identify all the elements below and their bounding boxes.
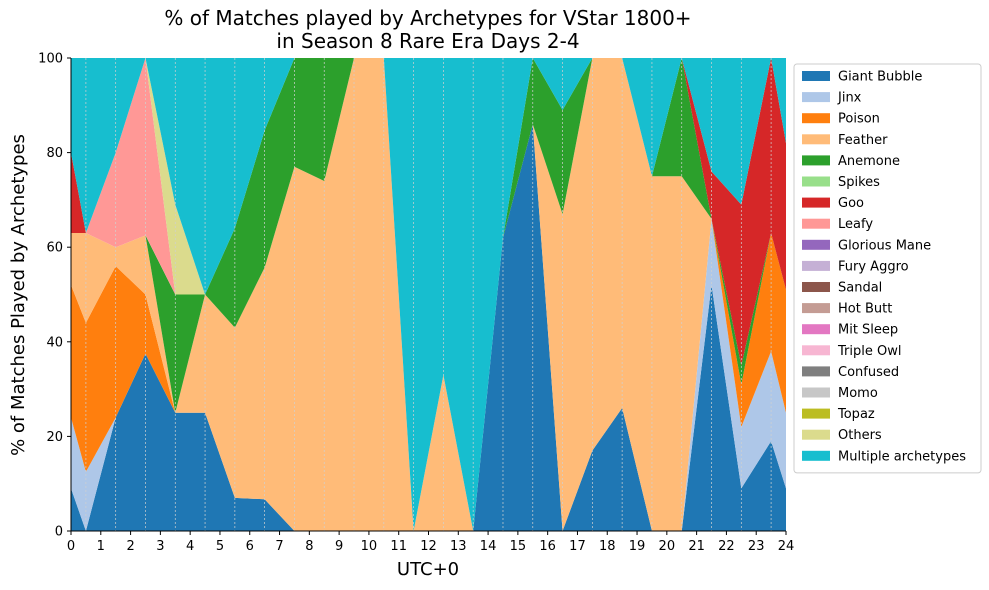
legend-swatch-multiple-archetypes	[802, 450, 830, 461]
y-tick-label: 100	[38, 52, 63, 67]
x-tick-label: 16	[539, 539, 556, 554]
x-tick-label: 18	[599, 539, 616, 554]
area-layers	[71, 58, 786, 531]
legend-label-momo: Momo	[838, 386, 878, 401]
x-tick-label: 22	[718, 539, 735, 554]
legend-swatch-momo	[802, 387, 830, 398]
x-tick-label: 12	[420, 539, 437, 554]
legend-swatch-giant-bubble	[802, 71, 830, 81]
legend-swatch-hot-butt	[802, 303, 830, 314]
legend-frame	[793, 63, 982, 474]
x-tick-label: 7	[275, 539, 283, 554]
legend-label-triple-owl: Triple Owl	[837, 344, 901, 359]
x-tick-label: 4	[186, 539, 194, 554]
x-tick-label: 15	[510, 539, 527, 554]
chart-title-line-2: in Season 8 Rare Era Days 2-4	[276, 29, 579, 53]
legend-label-fury-aggro: Fury Aggro	[838, 259, 909, 274]
x-tick-label: 17	[569, 539, 586, 554]
x-tick-label: 2	[126, 539, 134, 554]
x-tick-label: 11	[390, 539, 407, 554]
x-tick-label: 5	[216, 539, 224, 554]
x-tick-label: 14	[480, 539, 497, 554]
legend-swatch-feather	[802, 134, 830, 145]
y-tick-label: 0	[55, 525, 63, 540]
y-tick-label: 60	[46, 241, 63, 256]
legend-label-poison: Poison	[838, 112, 880, 127]
x-tick-label: 10	[361, 539, 378, 554]
x-tick-label: 1	[97, 539, 105, 554]
x-tick-label: 6	[246, 539, 254, 554]
x-tick-label: 21	[688, 539, 705, 554]
legend-label-mit-sleep: Mit Sleep	[838, 323, 898, 338]
legend-label-goo: Goo	[838, 196, 864, 211]
legend-swatch-poison	[802, 113, 830, 124]
legend-swatch-sandal	[802, 282, 830, 292]
chart-title-line-1: % of Matches played by Archetypes for VS…	[164, 6, 691, 30]
area-leafy	[71, 58, 786, 531]
area-multiple-archetypes	[71, 58, 786, 531]
legend-swatch-leafy	[802, 218, 830, 229]
legend-swatch-fury-aggro	[802, 260, 830, 271]
x-axis-ticks: 0 1 2 3 4 5 6 7 8 9 10 11 12 13 14 15 16 17 18 19 20 21 22 23 24	[67, 531, 794, 554]
legend-label-hot-butt: Hot Butt	[838, 302, 892, 317]
y-tick-label: 40	[46, 335, 63, 350]
x-tick-label: 3	[156, 539, 164, 554]
legend-swatch-goo	[802, 197, 830, 208]
x-tick-label: 0	[67, 539, 75, 554]
legend-swatch-glorious-mane	[802, 239, 830, 250]
legend-swatch-spikes	[802, 176, 830, 187]
y-tick-label: 20	[46, 430, 63, 445]
x-tick-label: 23	[748, 539, 765, 554]
x-tick-label: 19	[629, 539, 646, 554]
legend-label-feather: Feather	[838, 133, 888, 148]
area-feather	[71, 58, 786, 531]
legend-label-multiple-archetypes: Multiple archetypes	[838, 449, 966, 464]
legend: Giant Bubble Jinx Poison Feather Anemone Spik…	[793, 63, 982, 474]
x-gridlines	[85, 58, 772, 531]
x-tick-label: 9	[335, 539, 343, 554]
legend-swatch-jinx	[802, 92, 830, 103]
legend-label-glorious-mane: Glorious Mane	[838, 238, 931, 253]
legend-label-giant-bubble: Giant Bubble	[838, 70, 922, 85]
x-tick-label: 20	[659, 539, 676, 554]
x-tick-label: 8	[305, 539, 313, 554]
x-tick-label: 24	[778, 539, 795, 554]
legend-label-jinx: Jinx	[837, 91, 862, 106]
legend-label-anemone: Anemone	[838, 154, 900, 169]
y-axis-label: % of Matches Played by Archetypes	[8, 134, 29, 456]
x-tick-label: 13	[450, 539, 467, 554]
legend-label-leafy: Leafy	[838, 217, 873, 232]
legend-label-confused: Confused	[838, 365, 899, 380]
area-anemone	[71, 58, 786, 531]
legend-label-spikes: Spikes	[838, 175, 880, 190]
legend-swatch-confused	[802, 366, 830, 377]
legend-label-sandal: Sandal	[838, 281, 882, 296]
legend-swatch-triple-owl	[802, 345, 830, 356]
y-axis-ticks: 0 20 40 60 80 100	[38, 52, 71, 540]
x-axis-label: UTC+0	[397, 559, 459, 580]
chart-title: % of Matches played by Archetypes for VS…	[164, 6, 691, 53]
legend-swatch-mit-sleep	[802, 324, 830, 335]
legend-swatch-anemone	[802, 155, 830, 166]
legend-swatch-topaz	[802, 408, 830, 419]
y-tick-label: 80	[46, 146, 63, 161]
legend-label-topaz: Topaz	[837, 407, 875, 422]
legend-swatch-others	[802, 429, 830, 440]
legend-label-others: Others	[838, 428, 882, 443]
